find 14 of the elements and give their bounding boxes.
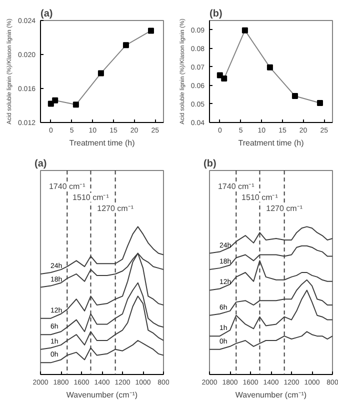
chart-title: (b) — [210, 8, 222, 20]
ref-line-label: 1740 cm⁻¹ — [218, 182, 255, 191]
ref-line-label: 1510 cm⁻¹ — [242, 192, 278, 202]
chart-title: (b) — [204, 158, 216, 170]
ref-line-label: 1740 cm⁻¹ — [48, 182, 86, 191]
ref-line-label: 1270 cm⁻¹ — [266, 204, 303, 213]
ref-line-label: 1270 cm⁻¹ — [97, 204, 134, 213]
x-axis-title: Wavenumber (cm⁻¹) — [235, 390, 307, 400]
x-axis-title: Treatment time (h) — [69, 138, 136, 148]
chart-title: (a) — [34, 158, 47, 170]
ref-line-label: 1510 cm⁻¹ — [72, 192, 110, 202]
chart-title: (a) — [40, 8, 53, 20]
x-axis-title: Wavenumber (cm⁻¹) — [66, 390, 138, 400]
x-axis-title: Treatment time (h) — [238, 138, 304, 148]
